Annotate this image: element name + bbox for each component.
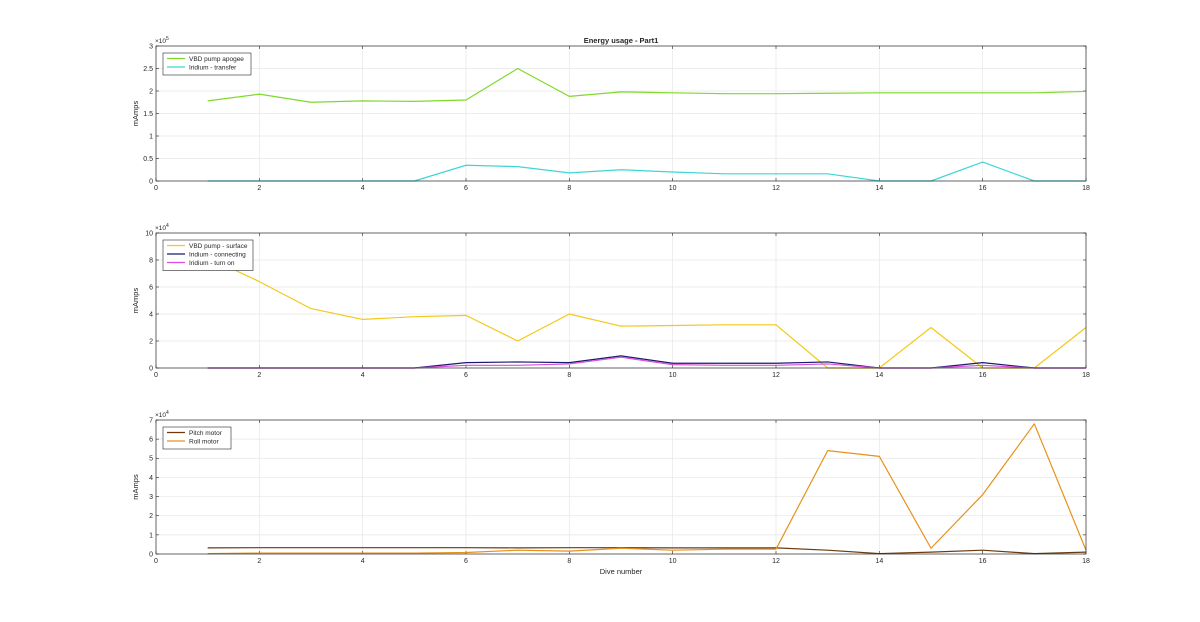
- series-line-vbd-pump-apogee: [207, 67, 1087, 103]
- chart-title: Energy usage - Part1: [584, 36, 659, 45]
- axes-box: [155, 419, 1087, 555]
- legend-entry: Iridium - connecting: [189, 251, 246, 258]
- x-tick-label: 18: [1082, 372, 1090, 379]
- y-tick-label: 8: [149, 257, 153, 264]
- axes-box: [155, 45, 1087, 182]
- plot-area: [156, 420, 1086, 554]
- plot-area: [156, 233, 1086, 368]
- legend-entry: Iridium - transfer: [189, 64, 237, 71]
- y-axis-label: mAmps: [131, 474, 140, 500]
- legend-entry: Roll motor: [189, 438, 219, 445]
- y-tick-label: 7: [149, 417, 153, 424]
- legend-entry: Iridium - turn on: [189, 260, 235, 267]
- y-tick-label: 3: [149, 494, 153, 501]
- y-exponent-label: ×105: [155, 36, 169, 45]
- y-tick-label: 1: [149, 532, 153, 539]
- x-tick-label: 4: [361, 185, 365, 192]
- x-tick-label: 14: [875, 185, 883, 192]
- x-tick-label: 16: [979, 372, 987, 379]
- y-exponent-label: ×104: [155, 410, 169, 419]
- y-tick-label: 10: [145, 230, 153, 237]
- x-tick-label: 16: [979, 558, 987, 565]
- x-tick-label: 6: [464, 185, 468, 192]
- x-tick-label: 10: [669, 558, 677, 565]
- x-tick-label: 8: [567, 558, 571, 565]
- y-tick-label: 6: [149, 284, 153, 291]
- x-tick-label: 10: [669, 185, 677, 192]
- y-tick-label: 3: [149, 43, 153, 50]
- x-tick-label: 0: [154, 185, 158, 192]
- axes-panel-1: 0 2 4 6 8 10 12 14 16 18 0 0.5 1 1.5 2 2.5 3×105 mAmps Ene…: [131, 36, 1090, 192]
- y-tick-label: 2: [149, 88, 153, 95]
- x-tick-label: 2: [257, 558, 261, 565]
- x-tick-label: 8: [567, 372, 571, 379]
- y-tick-label: 6: [149, 437, 153, 444]
- y-tick-label: 0: [149, 551, 153, 558]
- x-tick-label: 8: [567, 185, 571, 192]
- y-tick-label: 2.5: [143, 66, 153, 73]
- x-tick-label: 14: [875, 372, 883, 379]
- x-tick-label: 12: [772, 558, 780, 565]
- y-tick-label: 4: [149, 311, 153, 318]
- x-tick-label: 12: [772, 372, 780, 379]
- x-tick-label: 2: [257, 185, 261, 192]
- x-tick-label: 4: [361, 372, 365, 379]
- x-tick-label: 6: [464, 372, 468, 379]
- x-tick-label: 0: [154, 558, 158, 565]
- legend-entry: VBD pump - surface: [189, 243, 248, 250]
- series-line-roll-motor: [207, 423, 1087, 555]
- x-tick-label: 12: [772, 185, 780, 192]
- y-tick-label: 0.5: [143, 156, 153, 163]
- legend-entry: VBD pump apogee: [189, 56, 244, 63]
- y-axis-label: mAmps: [131, 101, 140, 127]
- x-tick-label: 2: [257, 372, 261, 379]
- series-line-pitch-motor: [207, 547, 1087, 555]
- y-tick-label: 0: [149, 178, 153, 185]
- y-tick-label: 2: [149, 513, 153, 520]
- y-tick-label: 1.5: [143, 111, 153, 118]
- x-tick-label: 6: [464, 558, 468, 565]
- x-tick-label: 0: [154, 372, 158, 379]
- series-line-vbd-pump-surface: [207, 256, 1087, 369]
- y-tick-label: 1: [149, 133, 153, 140]
- legend-entry: Pitch motor: [189, 430, 223, 437]
- x-tick-label: 4: [361, 558, 365, 565]
- x-tick-label: 10: [669, 372, 677, 379]
- x-tick-label: 14: [875, 558, 883, 565]
- axes-box: [155, 232, 1087, 369]
- y-axis-label: mAmps: [131, 288, 140, 314]
- x-tick-label: 18: [1082, 558, 1090, 565]
- x-tick-label: 18: [1082, 185, 1090, 192]
- y-tick-label: 5: [149, 456, 153, 463]
- y-exponent-label: ×104: [155, 223, 169, 232]
- y-tick-label: 0: [149, 365, 153, 372]
- y-tick-label: 4: [149, 475, 153, 482]
- x-tick-label: 16: [979, 185, 987, 192]
- y-tick-label: 2: [149, 338, 153, 345]
- x-axis-label: Dive number: [600, 567, 643, 576]
